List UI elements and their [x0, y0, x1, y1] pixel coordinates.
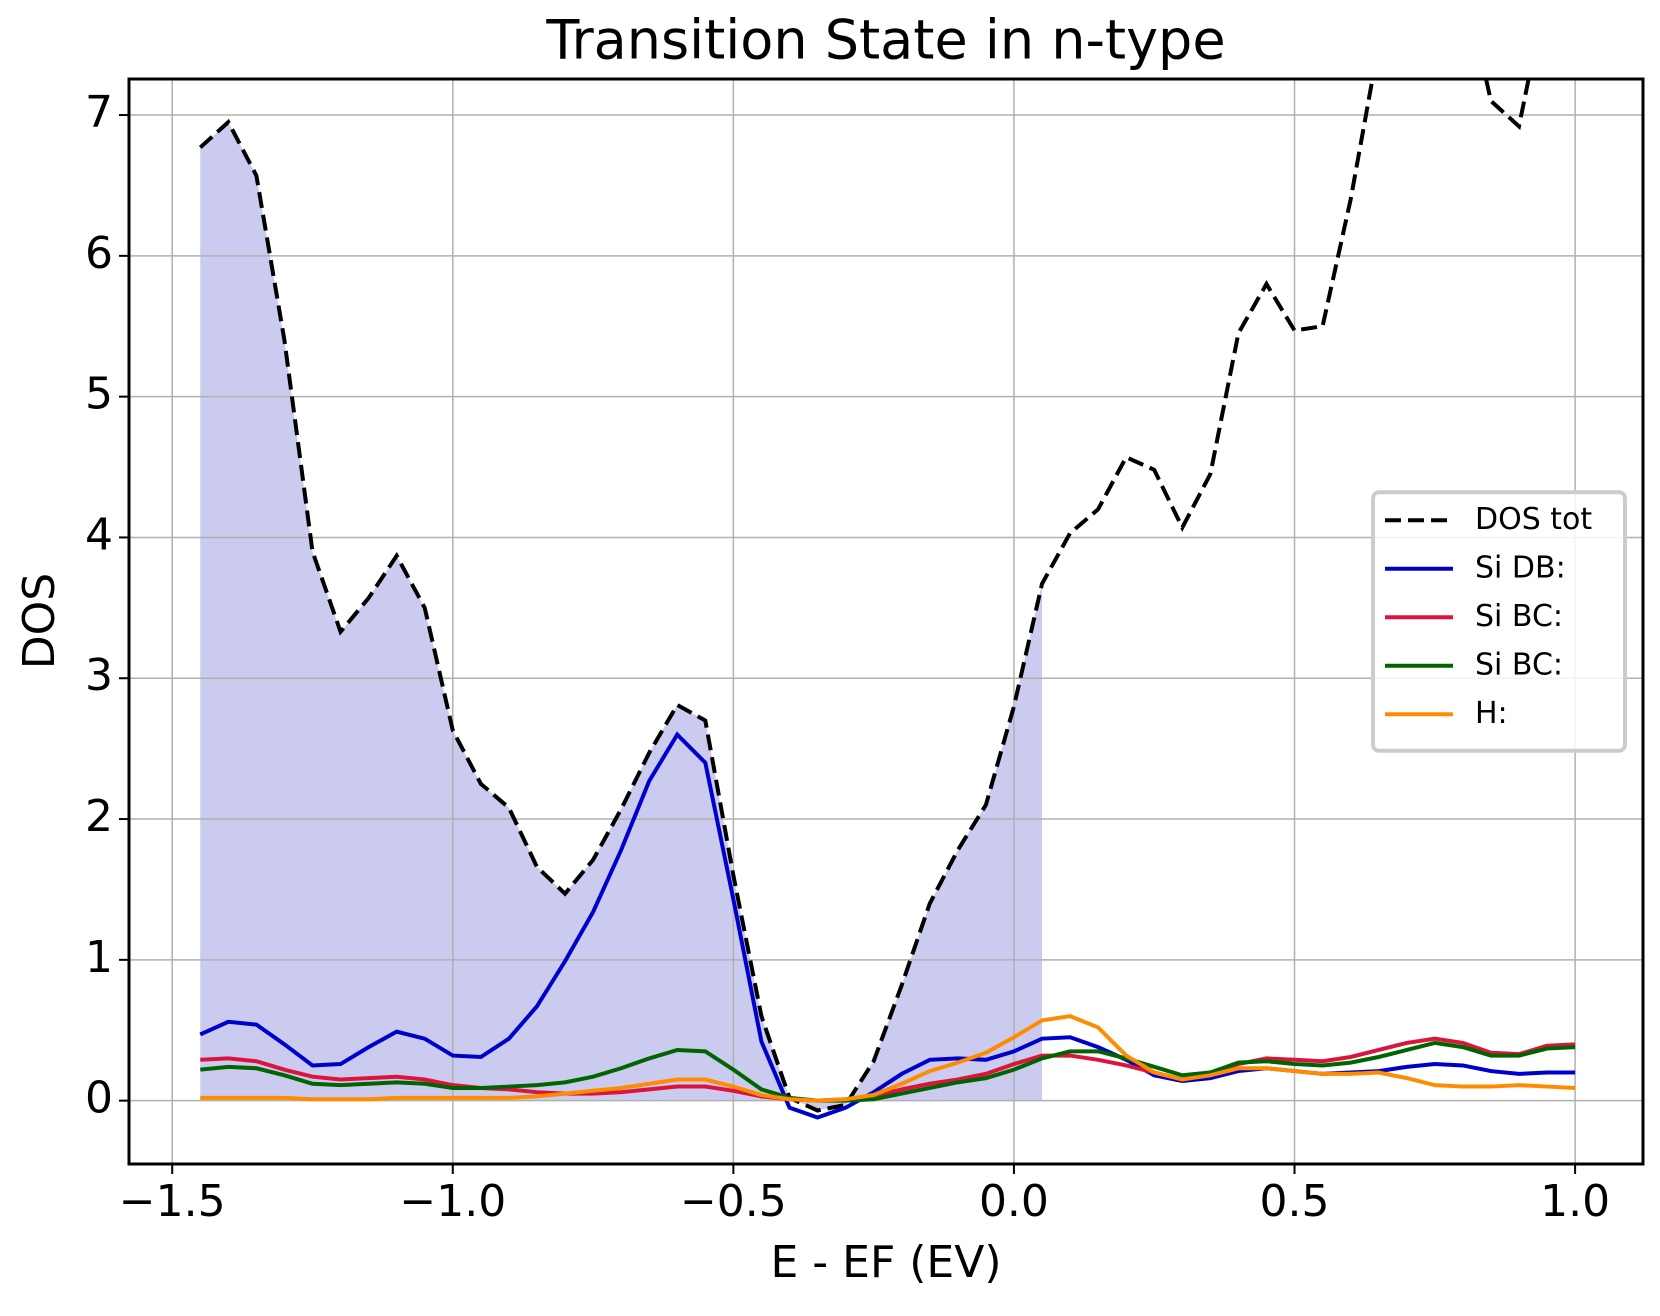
- line: [198, 79, 1531, 1113]
- x-axis-label: E - EF (EV): [771, 1237, 1002, 1288]
- y-tick-label: 7: [85, 87, 113, 138]
- y-tick-label: 5: [85, 369, 113, 420]
- legend-label: H:: [1475, 696, 1508, 731]
- grid: [119, 79, 1643, 1174]
- legend-box: [1371, 490, 1627, 753]
- x-tick-label: 0.0: [979, 1176, 1049, 1227]
- x-tick-label: 0.5: [1260, 1176, 1330, 1227]
- plot-frame: [127, 77, 1645, 1166]
- lines: [198, 79, 1576, 1120]
- legend-label: Si DB:: [1475, 550, 1566, 585]
- y-axis-label: DOS: [14, 573, 65, 669]
- fill-layer: [200, 122, 1043, 1111]
- y-tick-label: 1: [85, 932, 113, 983]
- x-tick-label: 1.0: [1540, 1176, 1610, 1227]
- legend-label: Si BC:: [1475, 647, 1563, 682]
- line: [200, 1036, 1576, 1103]
- line: [200, 1014, 1576, 1103]
- y-tick-label: 2: [85, 791, 113, 842]
- y-tick-label: 6: [85, 228, 113, 279]
- x-tick-label: −1.0: [399, 1176, 506, 1227]
- y-tick-label: 0: [85, 1073, 113, 1124]
- legend-label: Si BC:: [1475, 599, 1563, 634]
- fill-area: [200, 122, 1043, 1111]
- legend: DOS tot Si DB: Si BC: Si BC: H:: [1371, 490, 1627, 753]
- y-tick-label: 4: [85, 509, 113, 560]
- line: [200, 1040, 1576, 1103]
- chart-title: Transition State in n-type: [545, 9, 1225, 72]
- x-tick-label: −0.5: [680, 1176, 787, 1227]
- x-tick-label: −1.5: [119, 1176, 226, 1227]
- legend-label: DOS tot: [1475, 502, 1592, 537]
- y-tick-label: 3: [85, 650, 113, 701]
